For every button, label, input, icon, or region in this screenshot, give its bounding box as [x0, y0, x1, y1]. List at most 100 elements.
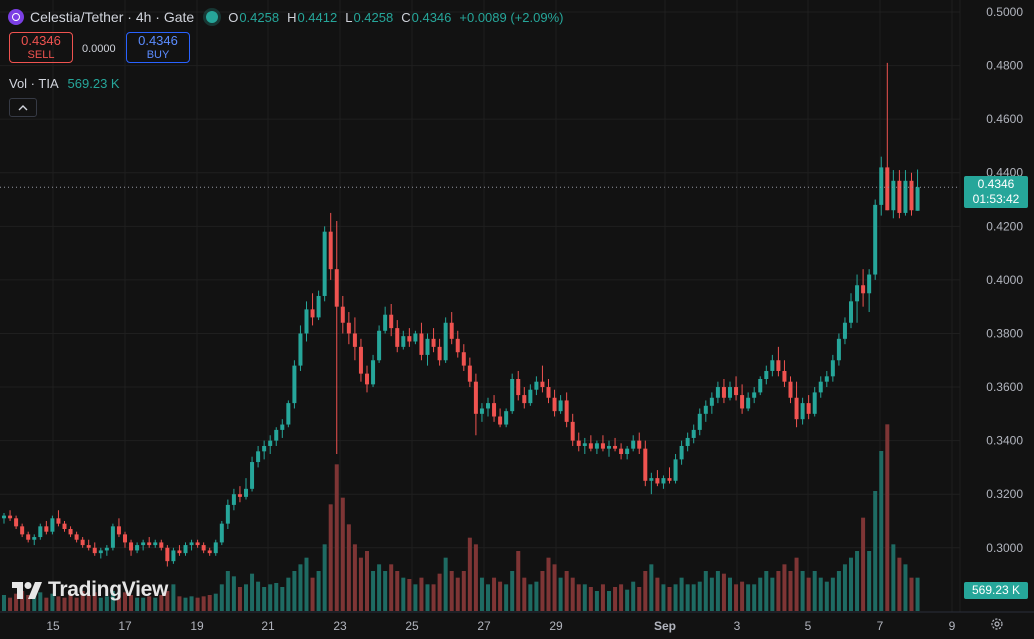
candle-body	[38, 526, 43, 538]
sell-button[interactable]: 0.4346 SELL	[9, 32, 73, 63]
candle	[98, 547, 103, 559]
candle-body	[679, 445, 684, 460]
volume-bar	[213, 593, 218, 611]
candle-body	[473, 381, 478, 414]
candle-body	[479, 408, 484, 414]
candle	[631, 435, 636, 452]
volume-bar	[903, 564, 908, 611]
volume-bar	[534, 581, 539, 611]
candle-body	[570, 421, 575, 441]
candle-body	[189, 542, 194, 546]
candle-body	[437, 346, 442, 361]
candle-body	[897, 180, 902, 213]
candle	[250, 456, 255, 492]
candle	[740, 384, 745, 414]
candle	[818, 376, 823, 398]
volume-bar	[153, 597, 158, 611]
volume-bar	[685, 584, 690, 611]
volume-bar	[219, 584, 224, 611]
candle	[147, 537, 152, 548]
volume-bar	[50, 593, 55, 611]
candle-body	[310, 309, 315, 318]
volume-bar	[885, 424, 890, 611]
candle	[746, 392, 751, 412]
candle-body	[56, 518, 61, 524]
volume-bar	[443, 557, 448, 611]
gear-icon[interactable]	[990, 617, 1004, 631]
candle	[873, 199, 878, 280]
candle-body	[455, 338, 460, 353]
volume-legend[interactable]: Vol · TIA 569.23 K	[9, 76, 120, 91]
low-label: L	[345, 9, 353, 25]
candle-body	[909, 180, 914, 211]
volume-bar	[365, 551, 369, 611]
volume-bar	[298, 564, 303, 611]
candle	[183, 542, 188, 556]
x-tick-label: 9	[949, 619, 956, 633]
candle	[358, 338, 363, 382]
candle	[26, 531, 31, 543]
volume-bar	[498, 581, 503, 611]
volume-bar	[268, 584, 273, 611]
candle-body	[80, 539, 85, 546]
open-label: O	[228, 9, 239, 25]
buy-button[interactable]: 0.4346 BUY	[126, 32, 190, 63]
candle	[842, 317, 847, 345]
y-tick-label: 0.3200	[986, 487, 1023, 501]
candle-body	[346, 322, 351, 334]
candle	[135, 542, 140, 554]
volume-bar	[915, 577, 920, 611]
candle	[431, 328, 436, 353]
candle-body	[256, 451, 261, 463]
candle-body	[867, 274, 872, 294]
y-tick-label: 0.3400	[986, 434, 1023, 448]
candle-body	[467, 365, 472, 382]
tradingview-logo[interactable]: TradingView	[12, 578, 168, 602]
candle	[268, 435, 273, 455]
candle	[534, 376, 539, 396]
symbol-title[interactable]: Celestia/Tether · 4h · Gate	[30, 9, 195, 25]
x-tick-label: Sep	[654, 619, 676, 633]
volume-bar	[510, 571, 515, 611]
volume-bar	[141, 597, 146, 611]
candle-body	[818, 381, 823, 393]
candle-body	[891, 180, 896, 211]
volume-bar	[407, 579, 412, 611]
candle-body	[401, 336, 406, 347]
candle	[885, 62, 890, 211]
candle-body	[631, 440, 636, 449]
volume-bar	[600, 584, 605, 611]
candle-body	[219, 523, 224, 543]
symbol-legend[interactable]: Celestia/Tether · 4h · Gate O 0.4258 H 0…	[8, 7, 571, 27]
candle-body	[328, 231, 333, 270]
volume-bar	[861, 517, 866, 611]
candle-body	[637, 440, 642, 449]
candle-body	[68, 529, 73, 535]
volume-bar	[358, 557, 363, 611]
candle	[280, 419, 285, 438]
volume-bar	[8, 597, 13, 611]
volume-bar	[92, 592, 97, 611]
candle-body	[643, 448, 648, 481]
x-tick-label: 23	[333, 619, 347, 633]
volume-bar	[123, 592, 127, 611]
volume-bar	[691, 584, 696, 611]
volume-bar	[667, 587, 672, 611]
volume-bar	[135, 597, 140, 611]
candle	[207, 547, 212, 556]
volume-bar	[703, 571, 708, 611]
time-axis: 15 17 19 21 23 25 27 29 Sep 3 5 7 9	[0, 611, 1034, 633]
candle-body	[715, 387, 720, 398]
candle-body	[522, 395, 527, 404]
volume-bar	[413, 584, 418, 611]
candle-body	[649, 478, 654, 481]
volume-bar	[546, 557, 551, 611]
candle	[588, 435, 593, 452]
buy-price: 0.4346	[138, 32, 178, 48]
candle-body	[201, 545, 206, 551]
candle	[764, 365, 769, 385]
volume-bar	[867, 551, 872, 611]
collapse-legend-button[interactable]	[9, 98, 37, 117]
candle	[395, 320, 400, 353]
